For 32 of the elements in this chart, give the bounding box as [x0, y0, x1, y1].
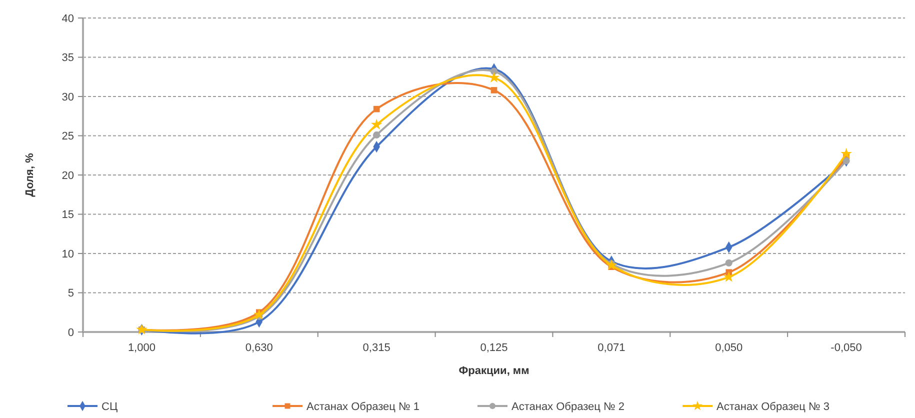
- x-tick-label: -0,050: [830, 342, 862, 354]
- x-tick-label: 0,315: [362, 342, 390, 354]
- x-tick-label: 0,071: [598, 342, 626, 354]
- y-tick-label: 0: [68, 326, 74, 339]
- point: [373, 106, 380, 112]
- x-tick-label: 1,000: [128, 342, 156, 354]
- y-tick-label: 25: [62, 130, 74, 143]
- y-tick-label: 35: [62, 52, 74, 64]
- x-tick-label: 0,630: [245, 342, 273, 354]
- point: [373, 131, 380, 139]
- legend-label: Астанах Образец № 2: [512, 400, 624, 413]
- legend-label: СЦ: [102, 400, 118, 413]
- point: [253, 308, 265, 320]
- y-tick-label: 40: [62, 12, 74, 25]
- point: [490, 87, 498, 94]
- point: [725, 259, 732, 266]
- point: [842, 157, 850, 164]
- y-axis-title: Доля, %: [24, 152, 36, 197]
- y-tick-label: 30: [62, 91, 74, 104]
- x-axis-title: Фракции, мм: [458, 365, 530, 377]
- x-tick-label: 0,125: [480, 342, 508, 354]
- legend-label: Астанах Образец № 3: [716, 400, 830, 413]
- legend-label: Астанах Образец № 1: [306, 400, 420, 413]
- y-tick-label: 20: [62, 170, 74, 182]
- y-tick-label: 15: [62, 209, 74, 222]
- x-tick-label: 0,050: [715, 342, 743, 354]
- point: [723, 271, 735, 282]
- point: [370, 118, 382, 130]
- y-tick-label: 5: [68, 288, 74, 300]
- point: [840, 148, 852, 159]
- point: [606, 259, 618, 270]
- y-tick-label: 10: [62, 248, 74, 260]
